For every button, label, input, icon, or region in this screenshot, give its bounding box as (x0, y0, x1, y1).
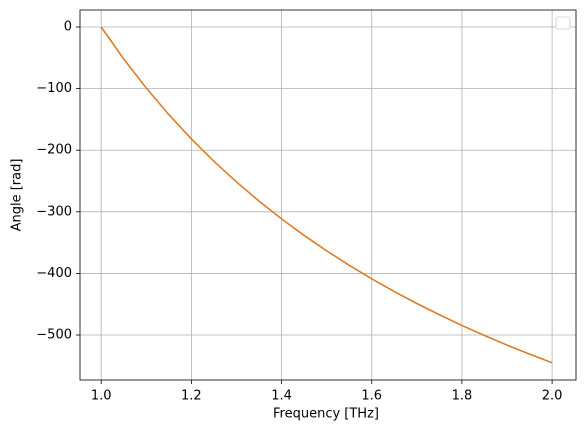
x-tick-label: 1.2 (181, 389, 202, 404)
x-tick-label: 1.0 (91, 389, 112, 404)
y-axis-label: Angle [rad] (10, 159, 25, 232)
y-tick-label: 0 (64, 20, 72, 35)
line-series (100, 26, 553, 364)
y-tick-label: −400 (36, 266, 72, 281)
legend-box (555, 16, 571, 30)
y-tick-label: −200 (36, 143, 72, 158)
y-tick-label: −100 (36, 81, 72, 96)
plot-frame (79, 9, 577, 381)
y-tick-label: −300 (36, 204, 72, 219)
x-tick-label: 1.6 (361, 389, 382, 404)
x-tick-label: 2.0 (542, 389, 563, 404)
y-tick-label: −500 (36, 328, 72, 343)
x-tick-label: 1.8 (452, 389, 473, 404)
x-axis-label: Frequency [THz] (273, 407, 379, 422)
x-tick-label: 1.4 (271, 389, 292, 404)
